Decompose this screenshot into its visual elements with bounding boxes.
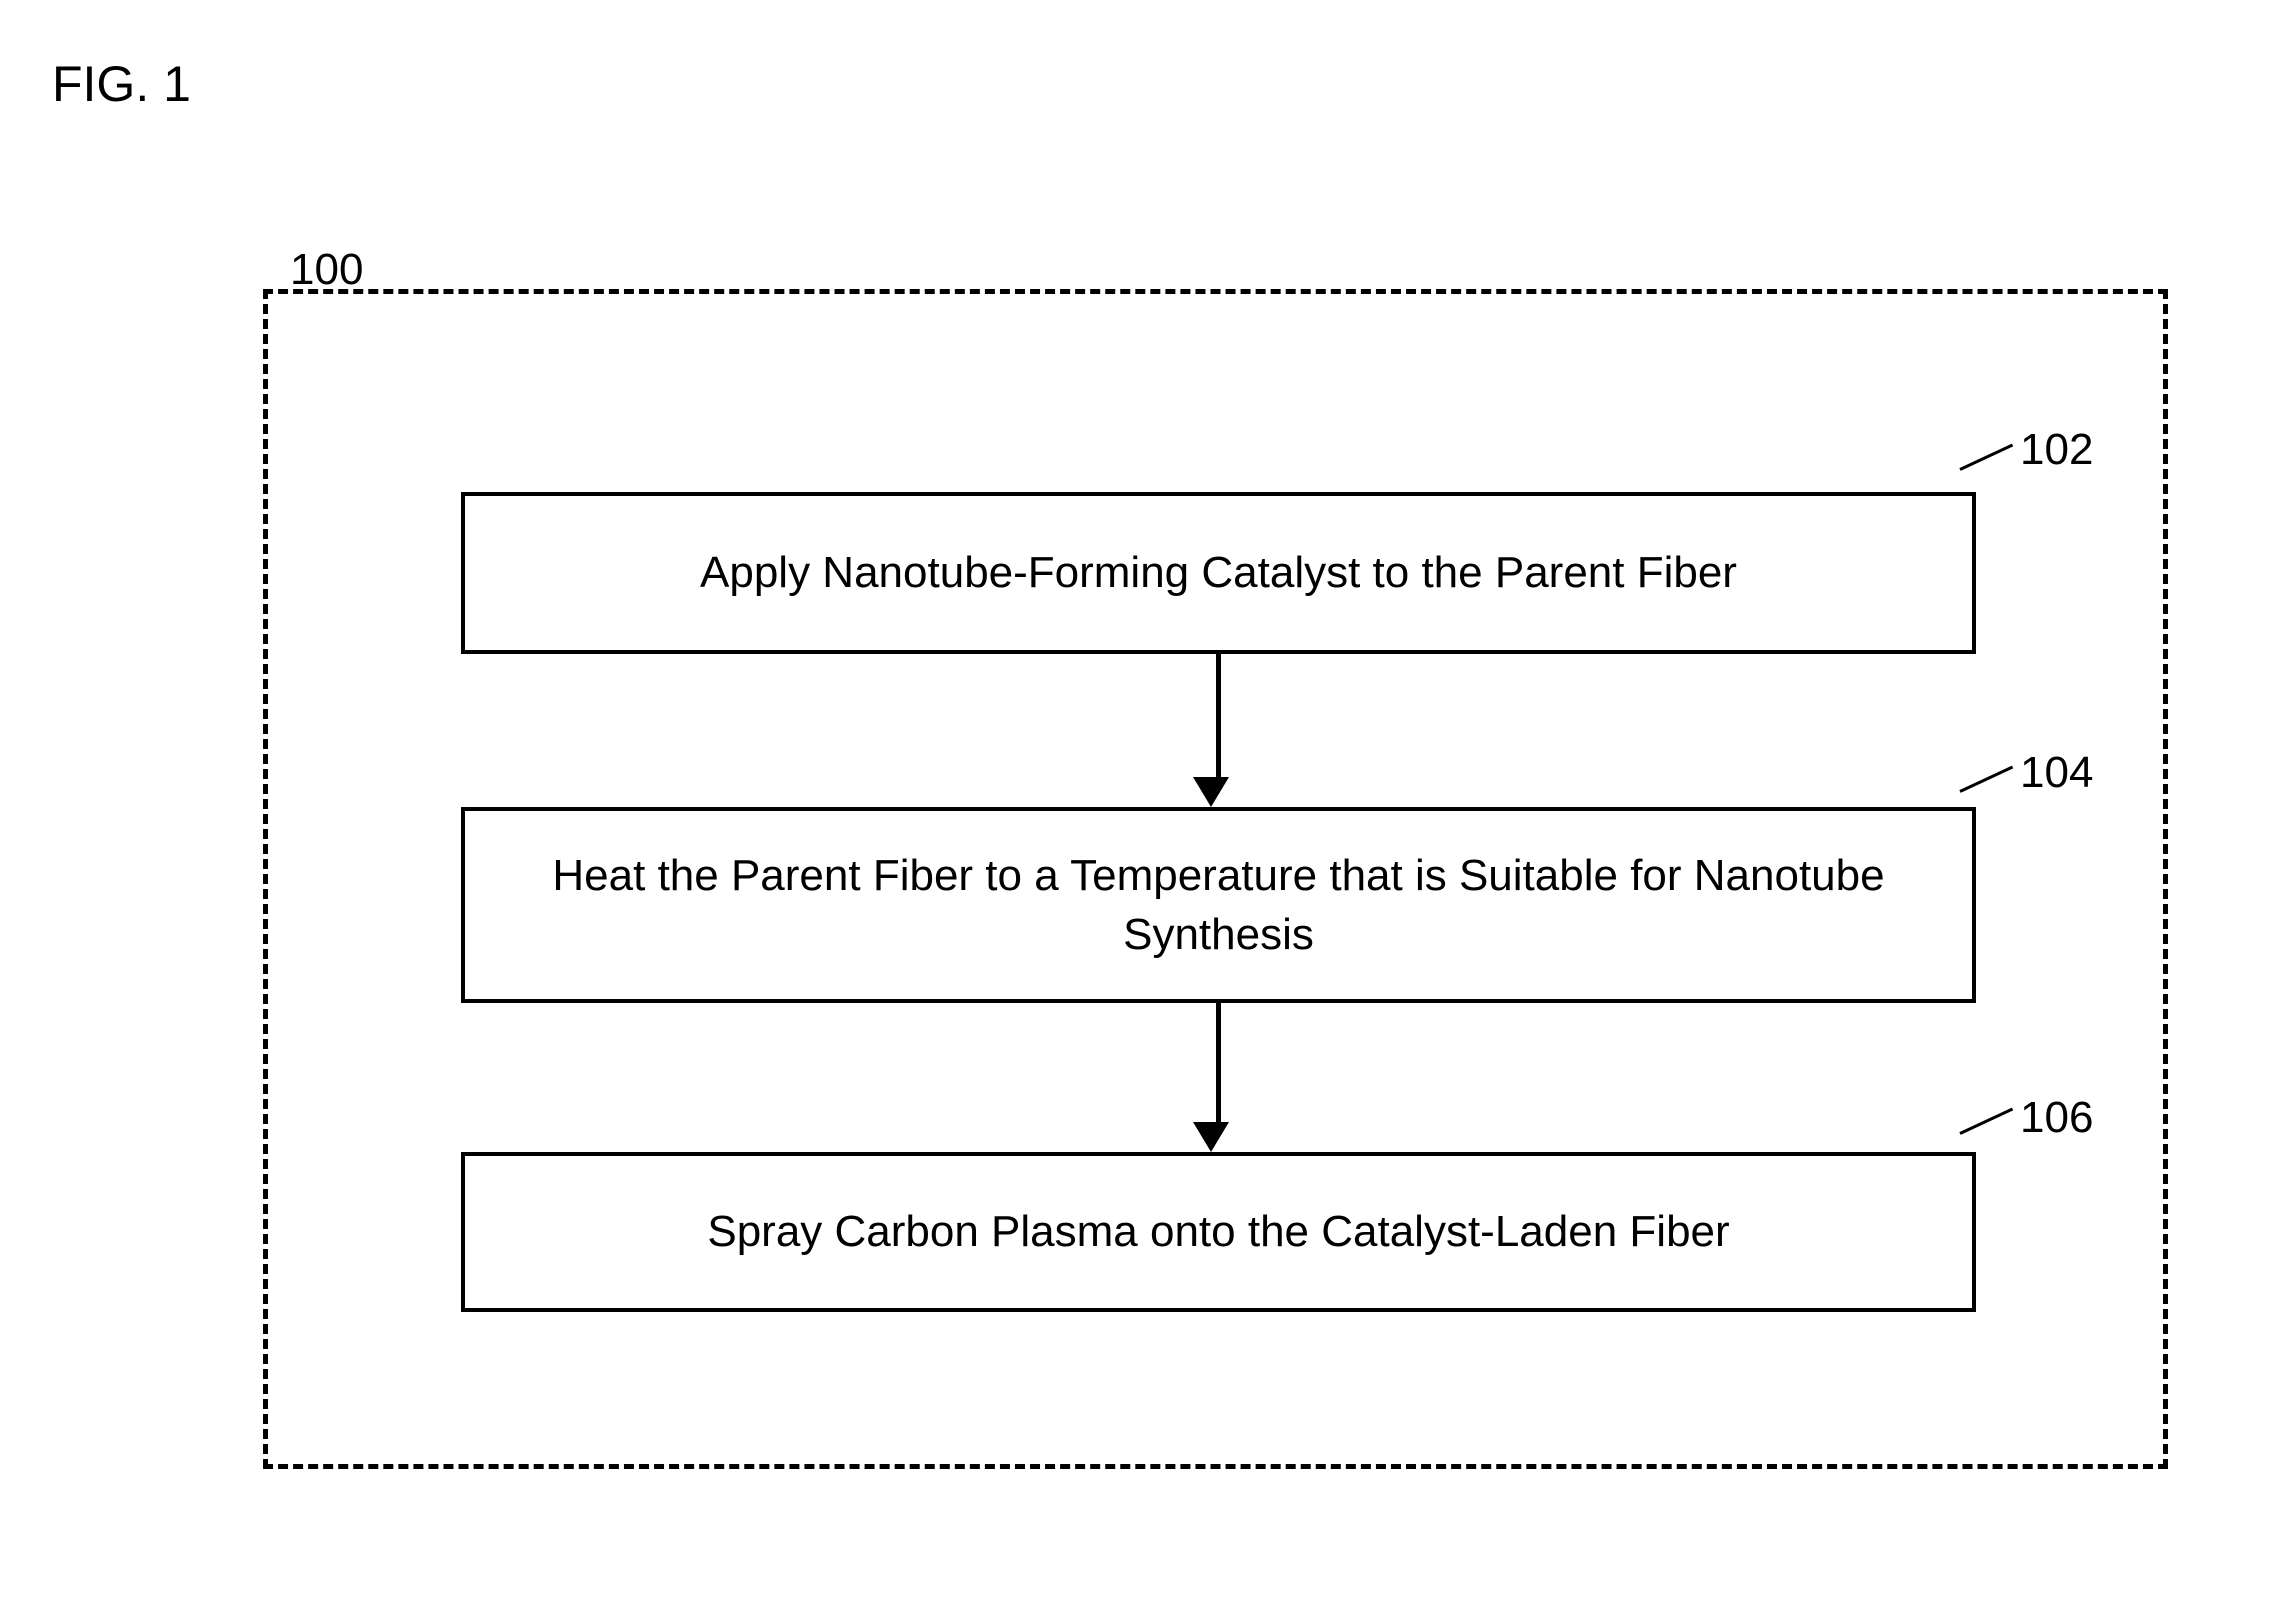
- step-text-104: Heat the Parent Fiber to a Temperature t…: [505, 846, 1932, 965]
- container-label: 100: [290, 245, 363, 295]
- figure-title: FIG. 1: [52, 55, 191, 113]
- step-text-102: Apply Nanotube-Forming Catalyst to the P…: [700, 543, 1737, 602]
- step-box-102: Apply Nanotube-Forming Catalyst to the P…: [461, 492, 1976, 654]
- step-box-104: Heat the Parent Fiber to a Temperature t…: [461, 807, 1976, 1003]
- step-box-106: Spray Carbon Plasma onto the Catalyst-La…: [461, 1152, 1976, 1312]
- arrow-head-icon: [1193, 1122, 1229, 1152]
- arrow-102-to-104: [1208, 654, 1229, 807]
- ref-label-104: 104: [2020, 748, 2093, 798]
- ref-label-102: 102: [2020, 425, 2093, 475]
- arrow-104-to-106: [1208, 1003, 1229, 1152]
- arrow-line: [1216, 654, 1221, 777]
- arrow-head-icon: [1193, 777, 1229, 807]
- ref-label-106: 106: [2020, 1093, 2093, 1143]
- arrow-line: [1216, 1003, 1221, 1122]
- step-text-106: Spray Carbon Plasma onto the Catalyst-La…: [707, 1202, 1729, 1261]
